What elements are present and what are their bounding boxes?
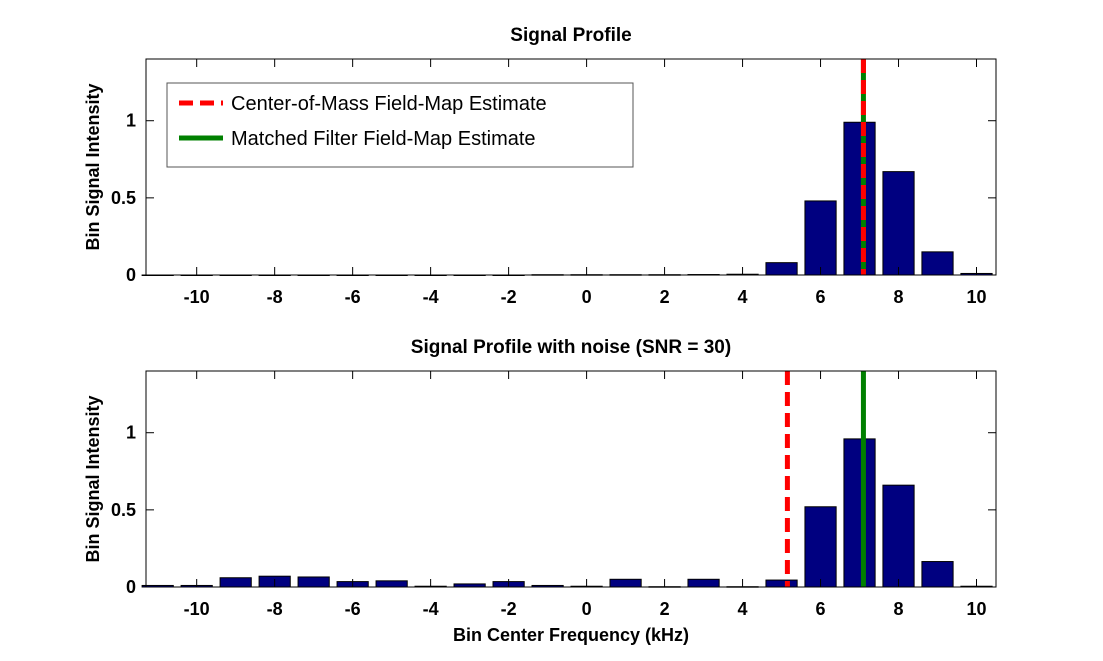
x-tick-label: 0 (582, 287, 592, 307)
bar (609, 578, 642, 588)
x-tick-label: 2 (660, 287, 670, 307)
x-tick-label: 8 (894, 599, 904, 619)
bar (843, 438, 876, 588)
bar (375, 580, 408, 588)
bar (804, 506, 837, 588)
x-tick-label: 10 (966, 599, 986, 619)
y-tick-label: 0.5 (111, 500, 136, 520)
bar (843, 121, 876, 276)
plot-frame (145, 370, 997, 588)
chart-title: Signal Profile with noise (SNR = 30) (411, 337, 731, 358)
x-tick-label: -2 (501, 599, 517, 619)
y-tick-label: 1 (126, 111, 136, 131)
bar (921, 561, 954, 588)
x-tick-label: 2 (660, 599, 670, 619)
x-tick-label: -6 (345, 287, 361, 307)
bar (765, 262, 798, 276)
y-tick-label: 0 (126, 265, 136, 285)
bar (765, 579, 798, 588)
x-tick-label: -10 (184, 599, 210, 619)
y-axis-label: Bin Signal Intensity (83, 83, 103, 250)
legend-box (166, 82, 634, 168)
x-tick-label: 8 (894, 287, 904, 307)
bar (219, 577, 252, 588)
bar (687, 578, 720, 588)
y-tick-label: 0 (126, 577, 136, 597)
x-tick-label: -8 (267, 287, 283, 307)
x-tick-label: 6 (816, 287, 826, 307)
x-tick-label: 6 (816, 599, 826, 619)
y-tick-label: 0.5 (111, 188, 136, 208)
x-tick-label: -6 (345, 599, 361, 619)
y-tick-label: 1 (126, 423, 136, 443)
legend-label: Matched Filter Field-Map Estimate (231, 128, 536, 150)
legend-label: Center-of-Mass Field-Map Estimate (231, 93, 547, 115)
bar (882, 484, 915, 588)
x-tick-label: 4 (738, 287, 748, 307)
plot-frame (145, 58, 997, 276)
x-tick-label: -8 (267, 599, 283, 619)
x-tick-label: -4 (423, 287, 439, 307)
x-tick-label: 4 (738, 599, 748, 619)
x-tick-label: 0 (582, 599, 592, 619)
bar (804, 200, 837, 276)
bar (882, 171, 915, 276)
x-tick-label: -10 (184, 287, 210, 307)
y-axis-label: Bin Signal Intensity (83, 395, 103, 562)
x-tick-label: -4 (423, 599, 439, 619)
x-axis-label: Bin Center Frequency (kHz) (453, 625, 689, 645)
x-tick-label: -2 (501, 287, 517, 307)
bar (921, 251, 954, 276)
bar (297, 576, 330, 588)
x-tick-label: 10 (966, 287, 986, 307)
chart-title: Signal Profile (510, 25, 631, 46)
